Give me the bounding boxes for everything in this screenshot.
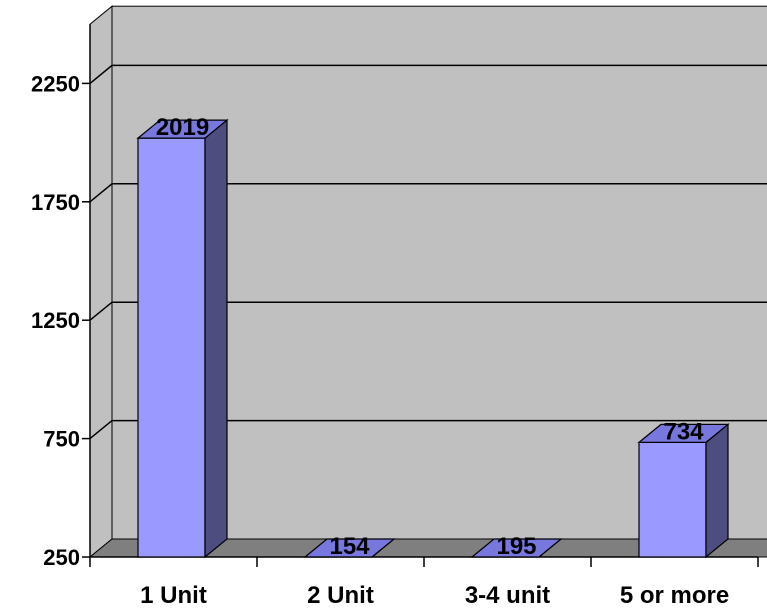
gridlines bbox=[89, 64, 767, 440]
data-label: 195 bbox=[496, 533, 536, 560]
y-tick-label: 1750 bbox=[31, 190, 80, 215]
y-tick-label: 250 bbox=[43, 545, 80, 570]
x-axis-tick-labels: 1 Unit 2 Unit 3-4 unit 5 or more bbox=[140, 582, 729, 609]
bar-top bbox=[470, 538, 563, 558]
bar-top bbox=[303, 538, 396, 558]
x-tick-label: 3-4 unit bbox=[465, 582, 550, 609]
gridline bbox=[89, 64, 767, 84]
gridline bbox=[89, 301, 767, 321]
bar-top bbox=[136, 119, 229, 139]
x-tick-label: 5 or more bbox=[620, 582, 729, 609]
y-tick-label: 1250 bbox=[31, 308, 80, 333]
data-labels: 2019 154 195 734 bbox=[156, 114, 704, 560]
y-tick-label: 750 bbox=[43, 427, 80, 452]
data-label: 2019 bbox=[156, 114, 209, 141]
y-axis-tick-labels: 250 750 1250 1750 2250 bbox=[31, 71, 80, 570]
x-tick-label: 1 Unit bbox=[140, 582, 207, 609]
gridline bbox=[89, 419, 767, 440]
bar-side bbox=[204, 118, 228, 559]
bars bbox=[136, 118, 730, 559]
data-label: 734 bbox=[663, 418, 704, 445]
y-tick-label: 2250 bbox=[31, 71, 80, 96]
bar-side bbox=[705, 423, 729, 559]
data-label: 154 bbox=[329, 533, 370, 560]
bar-front bbox=[638, 441, 707, 558]
bar-top bbox=[637, 423, 730, 443]
side-wall bbox=[89, 5, 113, 559]
x-tick-label: 2 Unit bbox=[307, 582, 374, 609]
bar-front bbox=[137, 137, 206, 558]
gridline bbox=[89, 183, 767, 203]
